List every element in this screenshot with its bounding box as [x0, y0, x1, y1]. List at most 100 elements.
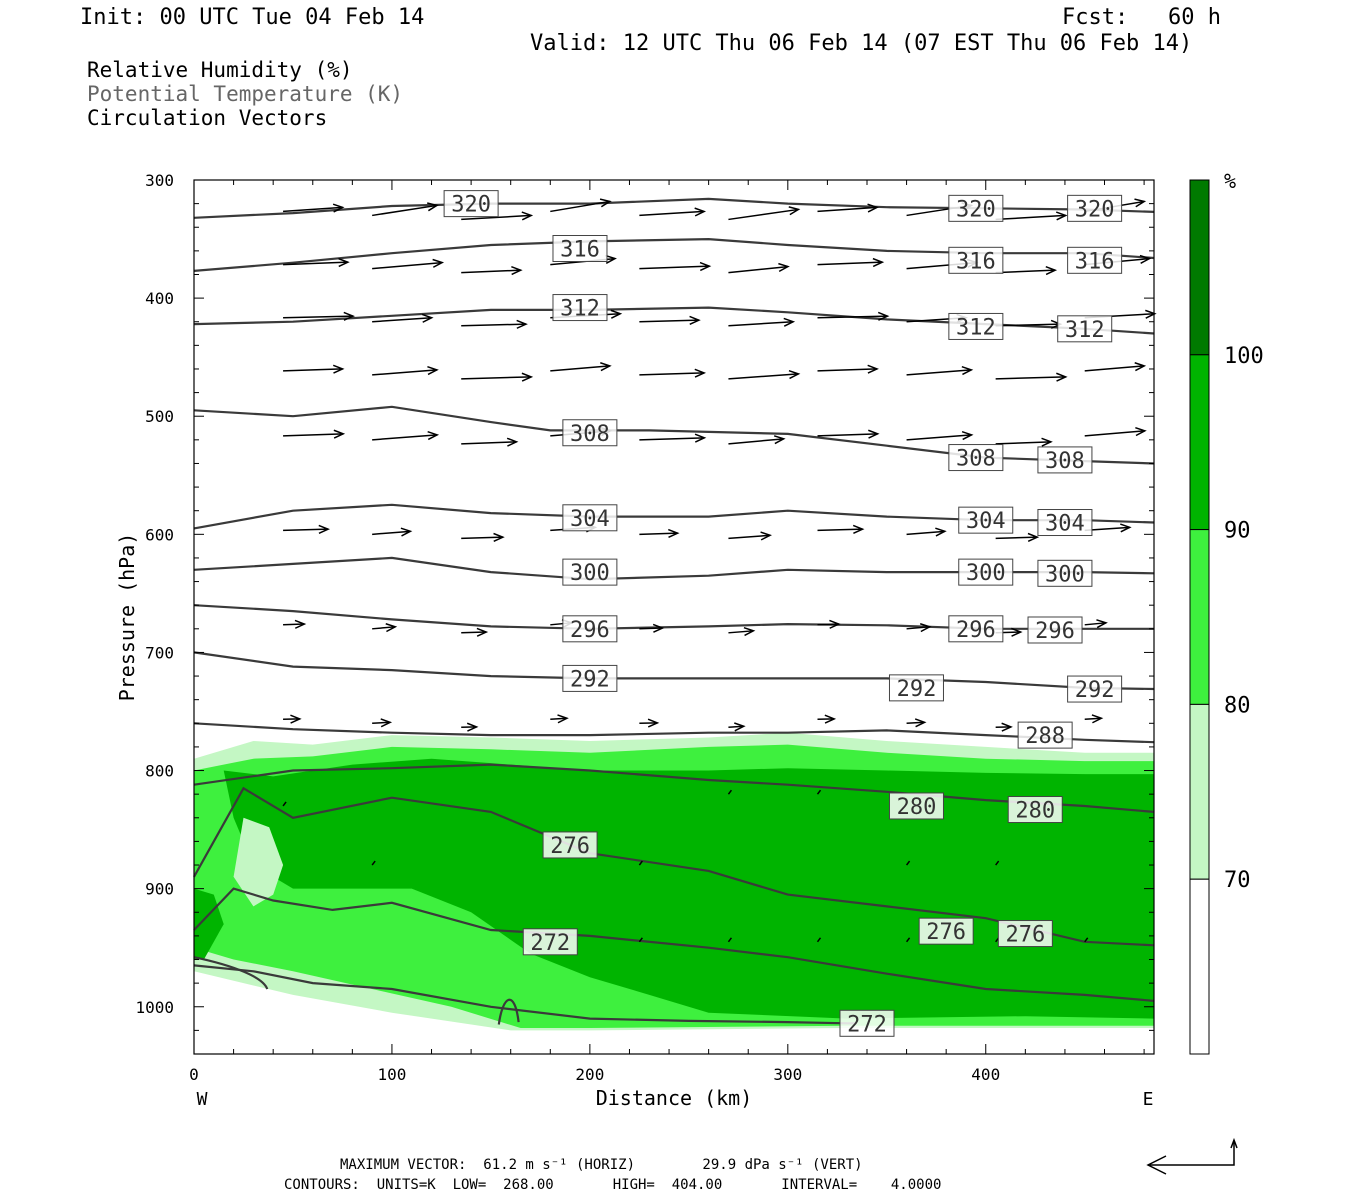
svg-text:308: 308 — [1045, 449, 1085, 474]
svg-text:308: 308 — [570, 422, 610, 447]
circulation-vector — [727, 937, 733, 943]
contour-label: 308 — [1037, 446, 1093, 474]
contour-label: 320 — [1067, 194, 1123, 222]
circulation-vector — [905, 860, 911, 866]
theta-contour-304 — [193, 503, 1155, 530]
circulation-vector — [817, 714, 837, 724]
svg-text:312: 312 — [560, 297, 600, 322]
circulation-vector — [638, 860, 643, 866]
circulation-vector — [639, 528, 680, 538]
colorbar-swatch — [1189, 354, 1210, 531]
contour-label: 304 — [562, 504, 618, 532]
circulation-vector — [1084, 362, 1147, 372]
x-tick-label: 200 — [575, 1065, 604, 1084]
circulation-vector — [461, 722, 479, 732]
svg-text:320: 320 — [956, 197, 996, 222]
svg-text:300: 300 — [966, 561, 1006, 586]
svg-text:316: 316 — [1075, 249, 1115, 274]
circulation-vector — [906, 430, 974, 441]
svg-text:292: 292 — [897, 677, 937, 702]
contour-label: 292 — [1067, 675, 1123, 703]
contour-label: 320 — [948, 194, 1004, 222]
colorbar-label: 80 — [1224, 693, 1251, 718]
colorbar-swatch — [1189, 529, 1210, 705]
circulation-vector — [461, 437, 519, 447]
theta-contour-300 — [193, 556, 1155, 581]
contour-label: 276 — [918, 917, 974, 945]
y-tick-label: 300 — [145, 171, 174, 190]
field-label-vectors: Circulation Vectors — [87, 106, 328, 130]
colorbar-swatch — [1189, 179, 1210, 356]
circulation-vector — [639, 718, 660, 728]
circulation-vector — [283, 257, 350, 268]
svg-text:320: 320 — [1075, 197, 1115, 222]
theta-contour-292 — [193, 651, 1155, 691]
x-tick-label: 0 — [189, 1065, 199, 1084]
circulation-vector — [817, 364, 879, 374]
circulation-vector — [995, 372, 1068, 382]
circulation-vector — [727, 789, 733, 795]
contour-label: 276 — [997, 920, 1053, 948]
svg-text:320: 320 — [451, 193, 491, 218]
contour-label: 312 — [552, 294, 608, 322]
contour-label: 300 — [562, 558, 618, 586]
circulation-vector — [638, 937, 643, 943]
x-tick-label: 400 — [971, 1065, 1000, 1084]
circulation-vector — [461, 532, 505, 542]
svg-text:280: 280 — [897, 795, 937, 820]
contour-label: 280 — [888, 792, 944, 820]
forecast-hour: Fcst: 60 h — [1062, 5, 1221, 30]
circulation-vector — [461, 211, 534, 221]
ref-vector-head-horiz — [1146, 1155, 1167, 1175]
contour-label: 300 — [1037, 559, 1093, 587]
svg-text:280: 280 — [1015, 799, 1055, 824]
circulation-vector — [372, 430, 440, 441]
x-tick-label: 300 — [773, 1065, 802, 1084]
contour-label: 320 — [443, 190, 499, 218]
init-time: Init: 00 UTC Tue 04 Feb 14 — [80, 5, 425, 30]
circulation-vector — [905, 937, 911, 943]
circulation-vector — [995, 722, 1013, 732]
circulation-vector — [817, 429, 880, 439]
circulation-vector — [283, 429, 346, 439]
svg-text:300: 300 — [1045, 562, 1085, 587]
circulation-vector — [371, 860, 376, 866]
circulation-vector — [728, 722, 746, 732]
circulation-vector — [372, 365, 439, 376]
circulation-vector — [906, 527, 947, 537]
field-label-rh: Relative Humidity (%) — [87, 58, 353, 82]
svg-text:312: 312 — [956, 315, 996, 340]
circulation-vector — [372, 527, 413, 537]
circulation-vector — [817, 619, 841, 629]
circulation-vector — [817, 524, 865, 534]
circulation-vector — [639, 261, 712, 272]
circulation-vector — [995, 860, 1000, 866]
theta-contour-272-bump — [497, 998, 520, 1025]
circulation-vector — [283, 714, 302, 724]
svg-text:304: 304 — [570, 507, 610, 532]
circulation-vector — [461, 627, 489, 637]
contour-label: 272 — [522, 928, 578, 956]
colorbar-label: 100 — [1224, 344, 1264, 369]
theta-contour-308 — [193, 405, 1155, 465]
circulation-vector — [283, 524, 330, 534]
circulation-vector — [283, 619, 307, 629]
svg-text:296: 296 — [1035, 619, 1075, 644]
contour-label: 316 — [552, 235, 608, 263]
circulation-vector — [461, 319, 528, 329]
contour-label: 292 — [562, 664, 618, 692]
x-axis-label: Distance (km) — [596, 1086, 753, 1110]
contour-label: 292 — [888, 674, 944, 702]
axes: 300 400 500 600 700 800 900 1000 0 100 200 300 400 Di… — [115, 171, 1154, 1110]
contour-label: 304 — [958, 506, 1014, 534]
circulation-vector — [816, 789, 822, 795]
circulation-vector — [995, 211, 1068, 221]
circulation-vector — [906, 718, 927, 728]
circulation-vector — [550, 362, 612, 372]
circulation-vector — [728, 262, 790, 274]
y-tick-label: 400 — [145, 289, 174, 308]
circulation-vector — [817, 203, 879, 213]
circulation-vector — [283, 364, 345, 374]
rh-area-70-pocket — [233, 817, 284, 907]
y-tick-label: 1000 — [135, 998, 174, 1017]
